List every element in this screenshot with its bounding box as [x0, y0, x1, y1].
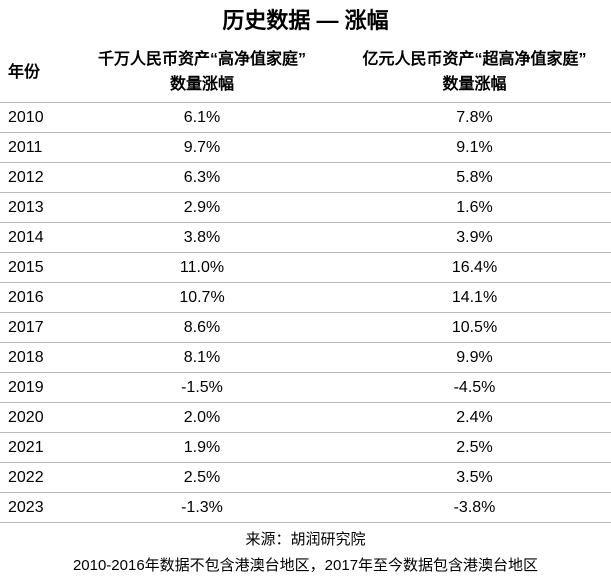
year-cell: 2018	[0, 342, 66, 373]
year-cell: 2022	[0, 462, 66, 493]
table-row: 2011 9.7% 9.1%	[0, 132, 611, 163]
footnote: 2010-2016年数据不包含港澳台地区，2017年至今数据包含港澳台地区	[72, 557, 539, 574]
value-cell: 10.7%	[66, 282, 338, 313]
year-cell: 2016	[0, 282, 66, 313]
table-row: 2012 6.3% 5.8%	[0, 162, 611, 193]
header-cell: 千万人民币资产“高净值家庭” 数量涨幅	[66, 42, 338, 103]
table-row: 2017 8.6% 10.5%	[0, 312, 611, 343]
value-cell: 9.1%	[338, 132, 611, 163]
value-cell: 14.1%	[338, 282, 611, 313]
year-cell: 2011	[0, 132, 66, 163]
table-row: 2015 11.0% 16.4%	[0, 252, 611, 283]
table-row: 2018 8.1% 9.9%	[0, 342, 611, 373]
value-cell: 2.5%	[338, 432, 611, 463]
value-cell: 6.1%	[66, 102, 338, 133]
header-row: 年份 千万人民币资产“高净值家庭” 数量涨幅 亿元人民币资产“超高净值家庭” 数量涨幅	[0, 42, 611, 103]
value-cell: 7.8%	[338, 102, 611, 133]
year-cell: 2019	[0, 372, 66, 403]
value-cell: 9.7%	[66, 132, 338, 163]
value-cell: 2.9%	[66, 192, 338, 223]
table-row: 2020 2.0% 2.4%	[0, 402, 611, 433]
year-cell: 2021	[0, 432, 66, 463]
value-cell: 3.5%	[338, 462, 611, 493]
value-cell: 5.8%	[338, 162, 611, 193]
year-cell: 2023	[0, 492, 66, 523]
title: 历史数据 — 涨幅	[222, 8, 389, 33]
table-row: 2014 3.8% 3.9%	[0, 222, 611, 253]
year-cell: 2012	[0, 162, 66, 193]
year-cell: 2010	[0, 102, 66, 133]
header-line: 年份	[8, 63, 41, 81]
value-cell: 2.4%	[338, 402, 611, 433]
value-cell: 1.9%	[66, 432, 338, 463]
header-line: 数量涨幅	[442, 76, 507, 93]
year-cell: 2020	[0, 402, 66, 433]
table-row: 2013 2.9% 1.6%	[0, 192, 611, 223]
value-cell: 11.0%	[66, 252, 338, 283]
header-line: 千万人民币资产“高净值家庭”	[97, 51, 306, 68]
value-cell: 2.0%	[66, 402, 338, 433]
value-cell: 8.6%	[66, 312, 338, 343]
year-cell: 2017	[0, 312, 66, 343]
table-body: 2010 6.1% 7.8% 2011 9.7% 9.1% 2012 6.3% 5.8% 2013…	[0, 102, 611, 523]
table-row: 2021 1.9% 2.5%	[0, 432, 611, 463]
value-cell: 16.4%	[338, 252, 611, 283]
value-cell: 6.3%	[66, 162, 338, 193]
year-cell: 2014	[0, 222, 66, 253]
value-cell: 3.8%	[66, 222, 338, 253]
value-cell: -3.8%	[338, 492, 611, 523]
value-cell: -1.3%	[66, 492, 338, 523]
value-cell: -4.5%	[338, 372, 611, 403]
header-line: 数量涨幅	[169, 76, 234, 93]
source-note: 来源：胡润研究院	[245, 531, 366, 548]
table-row: 2022 2.5% 3.5%	[0, 462, 611, 493]
value-cell: 10.5%	[338, 312, 611, 343]
table-row: 2023 -1.3% -3.8%	[0, 492, 611, 523]
table-row: 2010 6.1% 7.8%	[0, 102, 611, 133]
year-cell: 2013	[0, 192, 66, 223]
header-cell: 年份	[0, 42, 66, 103]
value-cell: 2.5%	[66, 462, 338, 493]
header-line: 亿元人民币资产“超高净值家庭”	[362, 51, 587, 68]
value-cell: -1.5%	[66, 372, 338, 403]
value-cell: 1.6%	[338, 192, 611, 223]
data-table: 年份 千万人民币资产“高净值家庭” 数量涨幅 亿元人民币资产“超高净值家庭” 数量涨幅 …	[0, 42, 611, 523]
value-cell: 8.1%	[66, 342, 338, 373]
year-cell: 2015	[0, 252, 66, 283]
header-cell: 亿元人民币资产“超高净值家庭” 数量涨幅	[338, 42, 611, 103]
table-row: 2016 10.7% 14.1%	[0, 282, 611, 313]
value-cell: 3.9%	[338, 222, 611, 253]
value-cell: 9.9%	[338, 342, 611, 373]
table-row: 2019 -1.5% -4.5%	[0, 372, 611, 403]
